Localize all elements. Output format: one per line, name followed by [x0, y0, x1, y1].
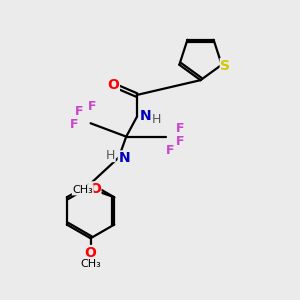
- Text: CH₃: CH₃: [80, 260, 101, 269]
- Text: H: H: [152, 113, 161, 126]
- Text: F: F: [88, 100, 96, 113]
- Text: H: H: [106, 148, 115, 162]
- Text: F: F: [70, 118, 79, 131]
- Text: F: F: [166, 144, 174, 158]
- Text: N: N: [140, 109, 152, 123]
- Text: O: O: [85, 245, 97, 260]
- Text: F: F: [74, 105, 83, 118]
- Text: F: F: [176, 136, 185, 148]
- Text: F: F: [176, 122, 184, 135]
- Text: CH₃: CH₃: [72, 185, 93, 195]
- Text: S: S: [220, 58, 230, 73]
- Text: O: O: [89, 182, 101, 196]
- Text: O: O: [107, 78, 119, 92]
- Text: N: N: [118, 151, 130, 165]
